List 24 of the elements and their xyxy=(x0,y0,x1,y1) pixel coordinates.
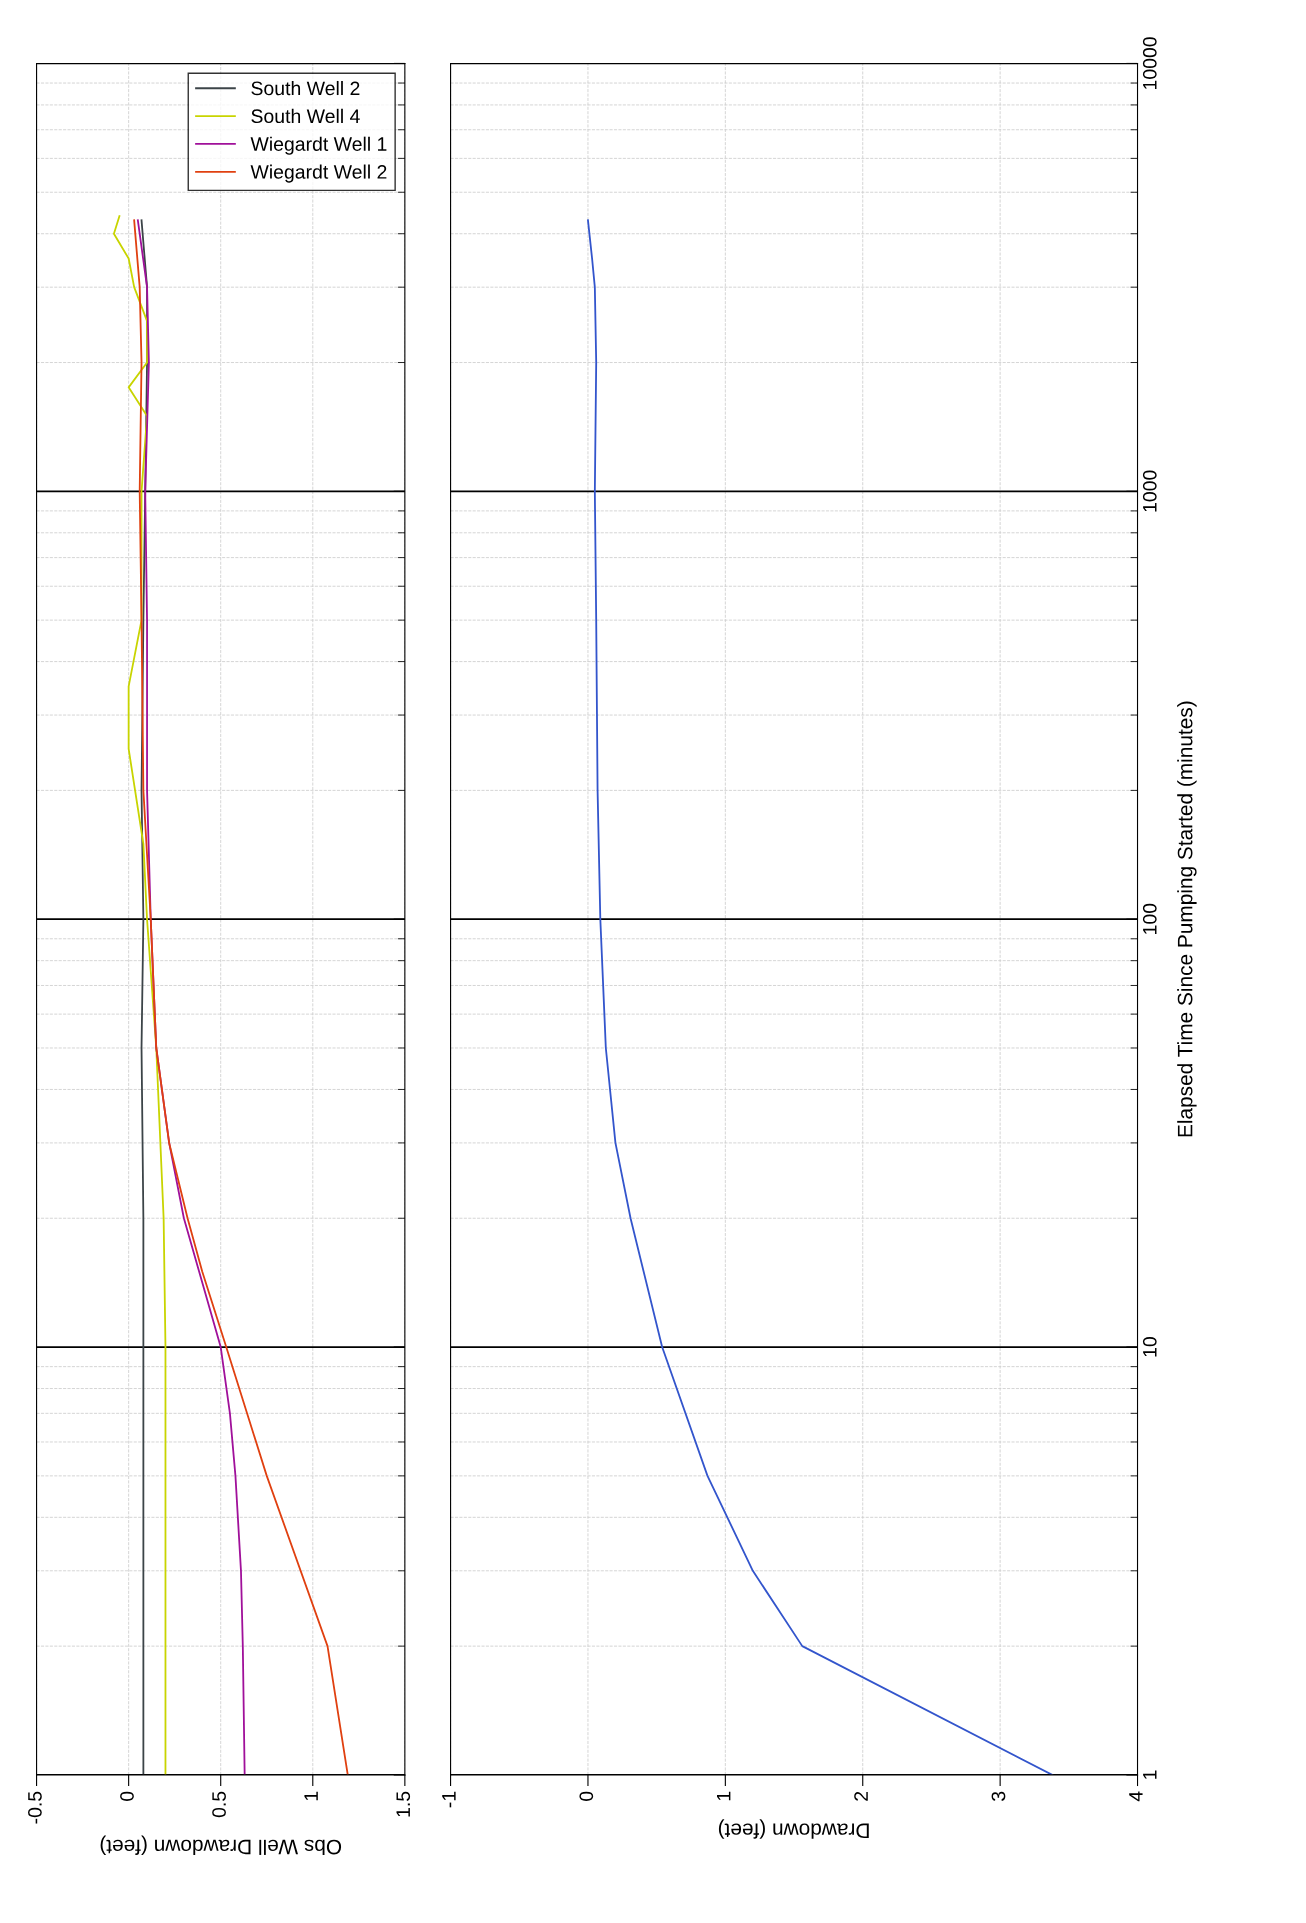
x-tick-label: 4 xyxy=(1129,1791,1143,1802)
y-tick-label: 1 xyxy=(1143,1770,1157,1779)
y-axis-title: Elapsed Time Since Pumping Started (minutes) xyxy=(1177,701,1197,1137)
x-tick-label: 1.5 xyxy=(396,1791,411,1817)
x-tick-label: 1 xyxy=(304,1791,318,1801)
x-tick-label: 2 xyxy=(854,1791,868,1801)
x-tick-label: 0 xyxy=(120,1791,134,1801)
y-tick-label: 100 xyxy=(1142,903,1157,934)
x-tick-label: -1 xyxy=(442,1791,456,1808)
x-tick-label: 0 xyxy=(579,1791,594,1801)
x-tick-label: 3 xyxy=(991,1791,1006,1801)
y-tick-label: 1000 xyxy=(1142,470,1157,512)
x-tick-label: -0.5 xyxy=(28,1791,42,1824)
legend-label: South Well 2 xyxy=(251,80,360,96)
legend-label: South Well 4 xyxy=(251,108,360,124)
y-tick-label: 10000 xyxy=(1142,37,1157,90)
x-tick-label: 1 xyxy=(717,1791,731,1801)
x-axis-title: Obs Well Drawdown (feet) xyxy=(100,1835,342,1855)
legend-label: Wiegardt Well 2 xyxy=(250,164,387,183)
line-series xyxy=(587,219,1054,1775)
y-tick-label: 10 xyxy=(1142,1337,1157,1357)
x-tick-label: 0.5 xyxy=(212,1791,226,1818)
legend-label: Wiegardt Well 1 xyxy=(250,136,387,155)
x-axis-title: Drawdown (feet) xyxy=(718,1819,869,1839)
